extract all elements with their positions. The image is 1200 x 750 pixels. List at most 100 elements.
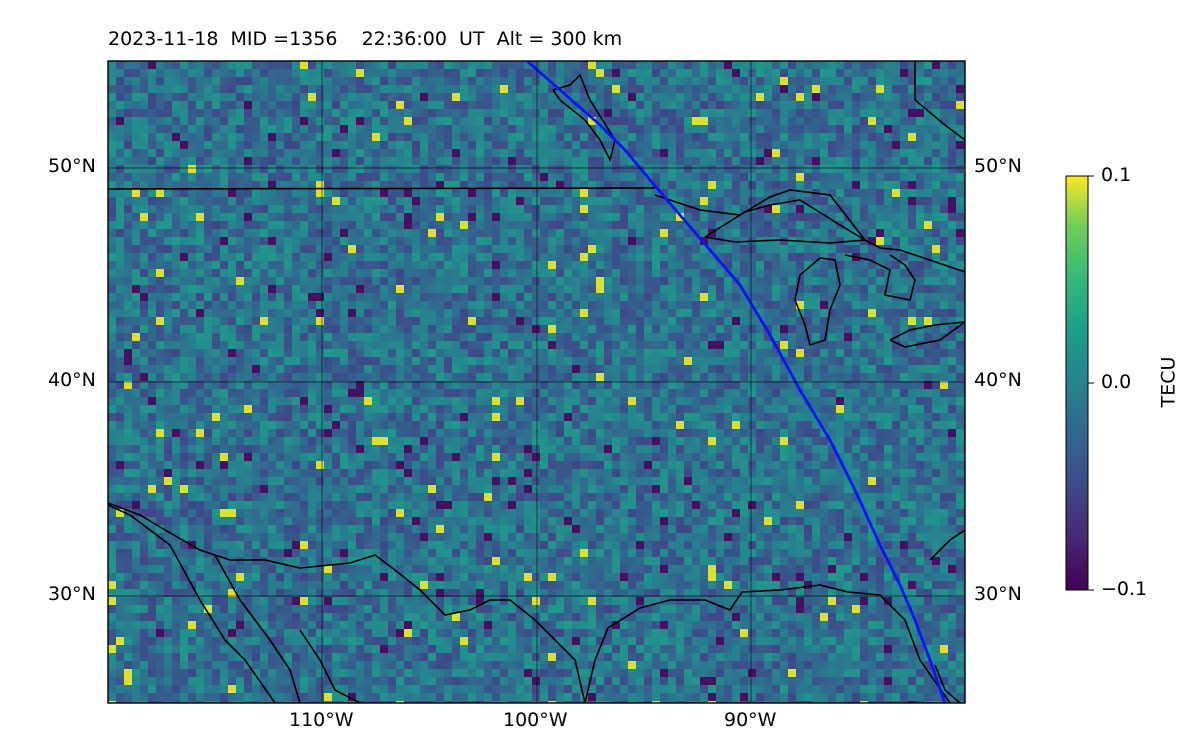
- tec-cell: [924, 301, 933, 310]
- tec-cell: [308, 165, 317, 174]
- tec-cell: [868, 421, 877, 430]
- tec-cell: [196, 61, 205, 70]
- tec-cell: [436, 237, 445, 246]
- tec-cell: [828, 341, 837, 350]
- tec-cell: [836, 349, 845, 358]
- tec-cell: [836, 397, 845, 406]
- tec-cell: [164, 85, 173, 94]
- tec-cell: [500, 405, 509, 414]
- tec-cell: [364, 157, 373, 166]
- tec-cell: [188, 349, 197, 358]
- tec-cell: [284, 77, 293, 86]
- tec-cell: [276, 77, 285, 86]
- tec-cell: [300, 189, 309, 198]
- tec-cell: [556, 101, 565, 110]
- tec-cell: [940, 221, 949, 230]
- tec-cell: [812, 349, 821, 358]
- tec-cell: [516, 421, 525, 430]
- tec-cell: [884, 221, 893, 230]
- tec-cell: [172, 157, 181, 166]
- tec-cell: [884, 141, 893, 150]
- tec-cell: [380, 181, 389, 190]
- tec-cell: [884, 85, 893, 94]
- tec-cell: [396, 421, 405, 430]
- tec-cell: [916, 77, 925, 86]
- tec-cell: [812, 109, 821, 118]
- tec-cell: [308, 405, 317, 414]
- tec-cell: [116, 413, 125, 422]
- tec-cell: [596, 109, 605, 118]
- tec-cell: [916, 165, 925, 174]
- tec-cell: [420, 221, 429, 230]
- tec-cell: [772, 397, 781, 406]
- tec-cell: [620, 309, 629, 318]
- tec-cell: [572, 221, 581, 230]
- tec-cell: [468, 141, 477, 150]
- tec-cell: [492, 285, 501, 294]
- tec-cell: [932, 413, 941, 422]
- tec-cell: [796, 293, 805, 302]
- tec-cell: [396, 333, 405, 342]
- tec-cell: [396, 181, 405, 190]
- tec-cell: [700, 301, 709, 310]
- tec-cell: [508, 237, 517, 246]
- tec-cell: [748, 77, 757, 86]
- tec-cell: [948, 133, 957, 142]
- tec-cell: [300, 165, 309, 174]
- tec-cell: [892, 85, 901, 94]
- tec-cell: [620, 269, 629, 278]
- tec-cell: [372, 165, 381, 174]
- tec-cell: [836, 421, 845, 430]
- tec-cell: [500, 309, 509, 318]
- tec-cell: [468, 165, 477, 174]
- tec-cell: [716, 381, 725, 390]
- tec-cell: [228, 109, 237, 118]
- tec-cell: [804, 117, 813, 126]
- tec-cell: [172, 125, 181, 134]
- tec-cell: [572, 333, 581, 342]
- tec-cell: [164, 261, 173, 270]
- tec-cell: [836, 157, 845, 166]
- tec-cell: [356, 165, 365, 174]
- tec-cell: [812, 341, 821, 350]
- tec-cell: [292, 221, 301, 230]
- tec-cell: [332, 253, 341, 262]
- tec-cell: [172, 229, 181, 238]
- tec-cell: [948, 181, 957, 190]
- tec-cell: [852, 173, 861, 182]
- tec-cell: [820, 277, 829, 286]
- tec-cell: [196, 133, 205, 142]
- tec-cell: [196, 85, 205, 94]
- tec-cell: [844, 77, 853, 86]
- tec-cell: [756, 69, 765, 78]
- tec-cell: [772, 301, 781, 310]
- tec-cell: [636, 285, 645, 294]
- tec-cell: [644, 61, 653, 70]
- tec-cell: [692, 101, 701, 110]
- tec-cell: [540, 285, 549, 294]
- tec-cell: [804, 213, 813, 222]
- tec-cell: [388, 69, 397, 78]
- tec-cell: [828, 229, 837, 238]
- tec-cell: [372, 117, 381, 126]
- tec-cell: [580, 325, 589, 334]
- tec-cell: [244, 221, 253, 230]
- tec-cell: [380, 373, 389, 382]
- tec-cell: [444, 61, 453, 70]
- tec-cell: [348, 253, 357, 262]
- tec-cell: [492, 261, 501, 270]
- tec-cell: [404, 133, 413, 142]
- tec-cell: [452, 205, 461, 214]
- tec-cell: [636, 229, 645, 238]
- tec-cell: [204, 301, 213, 310]
- tec-cell: [764, 189, 773, 198]
- tec-cell: [412, 85, 421, 94]
- tec-cell: [548, 373, 557, 382]
- tec-cell: [724, 189, 733, 198]
- tec-cell: [364, 197, 373, 206]
- tec-cell: [420, 189, 429, 198]
- tec-cell: [788, 421, 797, 430]
- tec-cell: [644, 381, 653, 390]
- tec-cell: [164, 253, 173, 262]
- tec-cell: [620, 149, 629, 158]
